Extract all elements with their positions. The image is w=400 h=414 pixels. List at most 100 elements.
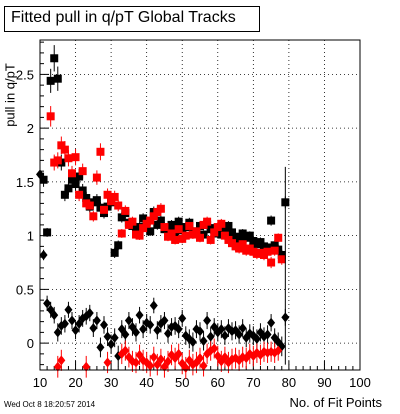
data-point-square [228, 228, 236, 237]
data-point-square [203, 217, 212, 226]
data-point-diamond [39, 249, 48, 260]
data-point-square [245, 231, 254, 240]
data-point-square [75, 190, 84, 199]
data-point-square [277, 250, 286, 259]
data-point-diamond [199, 335, 208, 346]
y-tick-label: 0 [27, 336, 34, 351]
data-point-diamond [135, 310, 144, 321]
data-point-square [181, 231, 190, 240]
x-tick-label: 60 [211, 375, 225, 390]
data-point-square [92, 173, 101, 182]
data-point-diamond [107, 339, 116, 350]
data-point-square [53, 156, 62, 165]
x-tick-label: 100 [349, 375, 371, 390]
data-point-square [160, 223, 169, 232]
data-point-square [235, 244, 244, 253]
data-point-diamond [199, 360, 208, 371]
data-point-square [270, 246, 279, 255]
data-point-diamond [53, 361, 62, 372]
data-point-square [114, 201, 123, 210]
data-point-square [224, 221, 233, 230]
data-point-square [167, 229, 176, 238]
data-point-diamond [238, 323, 247, 334]
y-tick-label: 2 [27, 121, 34, 136]
data-point-diamond [153, 325, 162, 336]
y-tick-label: 1.5 [16, 175, 34, 190]
data-point-diamond [196, 326, 204, 337]
data-point-square [75, 172, 84, 181]
data-point-diamond [220, 330, 229, 341]
data-point-diamond [164, 356, 172, 367]
data-point-square [277, 255, 286, 264]
data-point-square [171, 235, 180, 244]
data-point-diamond [160, 315, 169, 326]
data-point-square [71, 153, 80, 162]
data-point-square [64, 184, 73, 193]
data-point-diamond [103, 331, 112, 342]
data-point-diamond [263, 329, 272, 340]
data-point-square [53, 74, 62, 83]
data-point-square [256, 238, 265, 247]
data-point-square [139, 224, 148, 233]
x-tick-label: 50 [175, 375, 189, 390]
data-point-square [192, 227, 201, 236]
plot-frame [39, 39, 361, 371]
data-point-square [270, 241, 279, 250]
data-point-square [96, 147, 105, 156]
data-point-diamond [196, 353, 204, 364]
data-point-square [57, 141, 66, 150]
x-tick-label: 70 [246, 375, 260, 390]
data-point-square [263, 243, 272, 252]
data-point-square [263, 247, 272, 256]
data-point-square [85, 201, 94, 210]
data-point-square [174, 225, 183, 234]
data-point-square [220, 226, 229, 235]
data-point-diamond [103, 357, 112, 368]
y-tick-label: 1 [27, 229, 34, 244]
data-point-square [185, 221, 194, 230]
data-point-diamond [85, 308, 94, 319]
x-tick-label: 40 [139, 375, 153, 390]
data-point-diamond [50, 310, 59, 321]
data-point-diamond [146, 319, 155, 330]
data-point-square [64, 154, 73, 163]
data-point-square [107, 197, 116, 206]
data-point-square [146, 227, 155, 236]
data-point-diamond [89, 323, 98, 334]
data-point-square [78, 186, 87, 195]
x-tick-label: 10 [33, 375, 47, 390]
data-point-square [68, 175, 76, 184]
data-point-square [60, 190, 69, 199]
data-point-diamond [132, 357, 140, 368]
data-point-diamond [206, 331, 215, 342]
data-point-square [217, 219, 226, 228]
data-point-diamond [188, 337, 197, 348]
data-point-square [238, 229, 247, 238]
data-point-square [267, 216, 276, 225]
data-point-diamond [96, 342, 105, 353]
data-point-square [156, 216, 165, 225]
data-point-diamond [121, 329, 130, 340]
data-point-diamond [217, 324, 226, 335]
data-point-square [78, 167, 87, 176]
data-point-diamond [53, 327, 62, 338]
data-point-diamond [249, 330, 258, 341]
data-point-square [206, 235, 215, 244]
data-point-square [238, 240, 247, 249]
data-point-diamond [267, 317, 276, 328]
data-point-square [92, 196, 101, 205]
data-point-square [220, 231, 229, 240]
data-point-diamond [210, 343, 219, 354]
y-axis-label-box: pull in q/pT [2, 55, 18, 135]
data-point-square [89, 212, 98, 221]
data-point-diamond [82, 361, 91, 372]
data-point-square [135, 231, 144, 240]
data-point-diamond [57, 355, 66, 366]
timestamp: Wed Oct 8 18:20:57 2014 [4, 400, 96, 409]
data-point-square [100, 205, 108, 214]
data-point-square [146, 216, 155, 225]
data-point-diamond [64, 304, 73, 315]
data-point-diamond [156, 354, 165, 365]
data-point-diamond [68, 315, 76, 326]
